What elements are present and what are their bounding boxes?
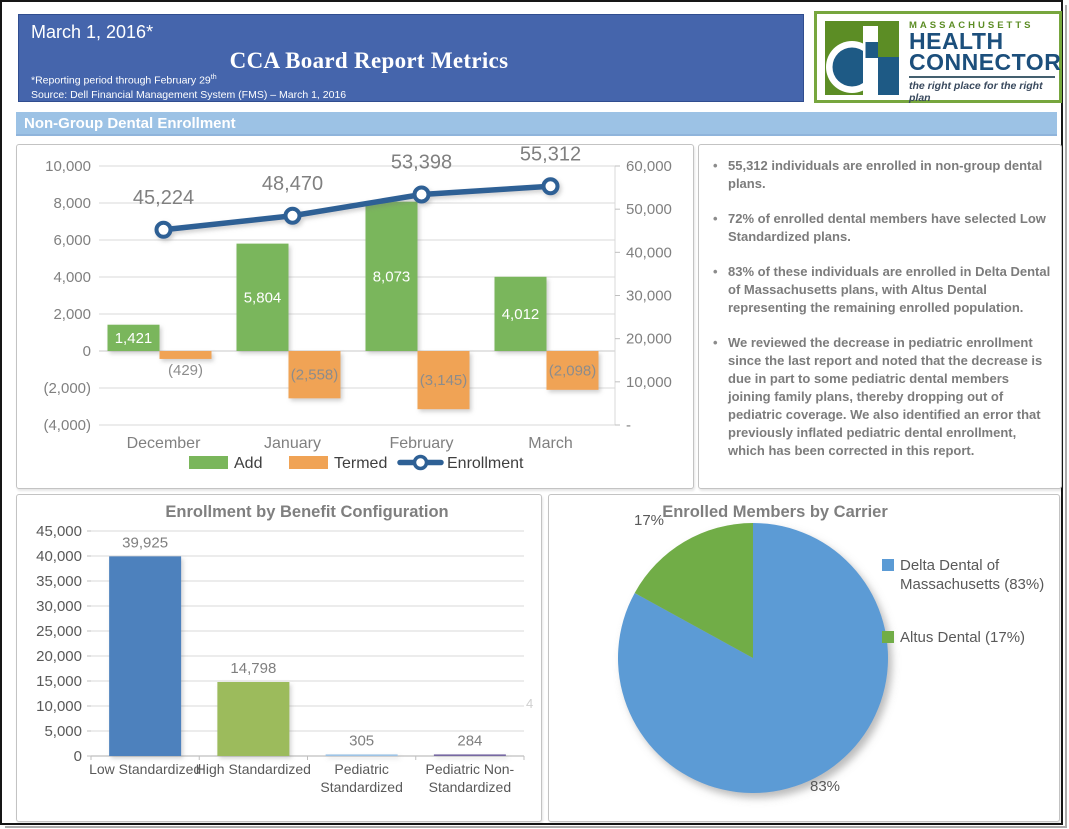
svg-text:Enrolled Members by Carrier: Enrolled Members by Carrier <box>662 503 888 521</box>
svg-text:February: February <box>389 435 453 452</box>
benefit-configuration-chart-panel: Enrollment by Benefit Configuration 0 5,00… <box>16 494 542 822</box>
section-header: Non-Group Dental Enrollment <box>16 112 1057 136</box>
commentary-bullet: 55,312 individuals are enrolled in non-g… <box>711 157 1053 193</box>
svg-text:30,000: 30,000 <box>36 598 82 615</box>
svg-text:5,000: 5,000 <box>44 723 82 740</box>
svg-text:Standardized: Standardized <box>320 779 403 795</box>
svg-text:December: December <box>127 435 201 452</box>
svg-text:14,798: 14,798 <box>230 660 276 677</box>
svg-text:January: January <box>264 435 321 452</box>
svg-text:8,073: 8,073 <box>373 268 411 285</box>
svg-text:20,000: 20,000 <box>36 648 82 665</box>
svg-text:20,000: 20,000 <box>626 331 672 348</box>
svg-text:40,000: 40,000 <box>626 244 672 261</box>
svg-text:25,000: 25,000 <box>36 623 82 640</box>
svg-text:4,012: 4,012 <box>502 306 540 323</box>
svg-text:10,000: 10,000 <box>626 374 672 391</box>
svg-text:50,000: 50,000 <box>626 201 672 218</box>
svg-text:Enrollment: Enrollment <box>447 455 524 472</box>
svg-text:-: - <box>626 417 631 434</box>
svg-text:Standardized: Standardized <box>429 779 512 795</box>
svg-text:39,925: 39,925 <box>122 534 168 551</box>
svg-text:10,000: 10,000 <box>45 158 91 175</box>
svg-text:17%: 17% <box>634 512 664 529</box>
svg-text:10,000: 10,000 <box>36 698 82 715</box>
svg-text:0: 0 <box>83 343 91 360</box>
svg-text:Altus Dental (17%): Altus Dental (17%) <box>900 629 1025 646</box>
svg-text:30,000: 30,000 <box>626 288 672 305</box>
monthly-enrollment-chart: 10,000 8,000 6,000 4,000 2,000 0 (2,000) (4,000… <box>43 143 672 472</box>
svg-text:83%: 83% <box>810 778 840 795</box>
commentary-bullet: We reviewed the decrease in pediatric en… <box>711 334 1053 460</box>
svg-text:45,000: 45,000 <box>36 523 82 540</box>
svg-text:March: March <box>528 435 572 452</box>
svg-text:Enrollment by Benefit Configur: Enrollment by Benefit Configuration <box>165 503 448 521</box>
carrier-pie-chart-panel: Enrolled Members by Carrier 83% 17% Delta D… <box>548 494 1060 822</box>
svg-text:60,000: 60,000 <box>626 158 672 175</box>
commentary-bullet: 83% of these individuals are enrolled in… <box>711 263 1053 317</box>
report-date: March 1, 2016* <box>31 22 154 42</box>
svg-text:55,312: 55,312 <box>520 145 581 165</box>
brand-massachusetts: MASSACHUSETTS <box>909 20 1034 31</box>
svg-text:(3,145): (3,145) <box>420 372 468 389</box>
svg-text:High Standardized: High Standardized <box>196 761 311 777</box>
benefit-configuration-chart: Enrollment by Benefit Configuration 0 5,00… <box>36 503 525 795</box>
svg-text:1,421: 1,421 <box>115 330 153 347</box>
svg-text:(2,000): (2,000) <box>43 380 91 397</box>
svg-text:4,000: 4,000 <box>53 269 91 286</box>
monthly-enrollment-chart-panel: 10,000 8,000 6,000 4,000 2,000 0 (2,000) (4,000… <box>16 143 694 489</box>
brand-tagline: the right place for the right plan <box>909 76 1055 104</box>
svg-text:2,000: 2,000 <box>53 306 91 323</box>
health-connector-logo: MASSACHUSETTS HEALTH CONNECTOR the right… <box>814 11 1062 104</box>
svg-text:(2,558): (2,558) <box>291 367 339 384</box>
commentary-bullet: 72% of enrolled dental members have sele… <box>711 210 1053 246</box>
commentary-list: 55,312 individuals are enrolled in non-g… <box>699 145 1061 460</box>
brand-connector: CONNECTOR <box>909 49 1062 75</box>
svg-text:Add: Add <box>234 455 262 472</box>
brand-health: HEALTH <box>909 28 1004 54</box>
svg-text:Pediatric: Pediatric <box>334 761 388 777</box>
svg-text:Pediatric Non-: Pediatric Non- <box>426 761 515 777</box>
svg-text:40,000: 40,000 <box>36 548 82 565</box>
svg-text:53,398: 53,398 <box>391 151 452 173</box>
page-shadow-right <box>1065 5 1067 827</box>
svg-text:15,000: 15,000 <box>36 673 82 690</box>
svg-text:48,470: 48,470 <box>262 173 323 195</box>
health-connector-logo-icon <box>825 21 899 95</box>
svg-text:(429): (429) <box>168 362 203 379</box>
page-number: 4 <box>526 696 534 711</box>
report-title: CCA Board Report Metrics <box>229 48 509 73</box>
svg-text:305: 305 <box>349 732 374 749</box>
page-shadow-bottom <box>5 826 1067 828</box>
svg-text:35,000: 35,000 <box>36 573 82 590</box>
svg-text:Termed: Termed <box>334 455 387 472</box>
svg-text:Delta Dental of: Delta Dental of <box>900 557 1000 574</box>
header-banner: March 1, 2016* CCA Board Report Metrics … <box>18 14 804 102</box>
commentary-panel: 55,312 individuals are enrolled in non-g… <box>698 144 1062 489</box>
svg-text:Massachusetts (83%): Massachusetts (83%) <box>900 576 1044 593</box>
svg-text:8,000: 8,000 <box>53 195 91 212</box>
svg-text:0: 0 <box>74 748 82 765</box>
source-note: Source: Dell Financial Management System… <box>31 89 347 101</box>
reporting-period-note: *Reporting period through February 29th <box>31 74 217 87</box>
svg-text:5,804: 5,804 <box>244 289 282 306</box>
logo-text: MASSACHUSETTS HEALTH CONNECTOR the right… <box>909 20 1062 104</box>
svg-text:45,224: 45,224 <box>133 187 194 209</box>
svg-text:(2,098): (2,098) <box>549 362 597 379</box>
carrier-pie-chart: Enrolled Members by Carrier 83% 17% Delta D… <box>618 503 1044 795</box>
svg-text:Low Standardized: Low Standardized <box>89 761 201 777</box>
svg-text:6,000: 6,000 <box>53 232 91 249</box>
svg-text:(4,000): (4,000) <box>43 417 91 434</box>
svg-text:284: 284 <box>457 732 482 749</box>
superscript: th <box>210 74 217 81</box>
